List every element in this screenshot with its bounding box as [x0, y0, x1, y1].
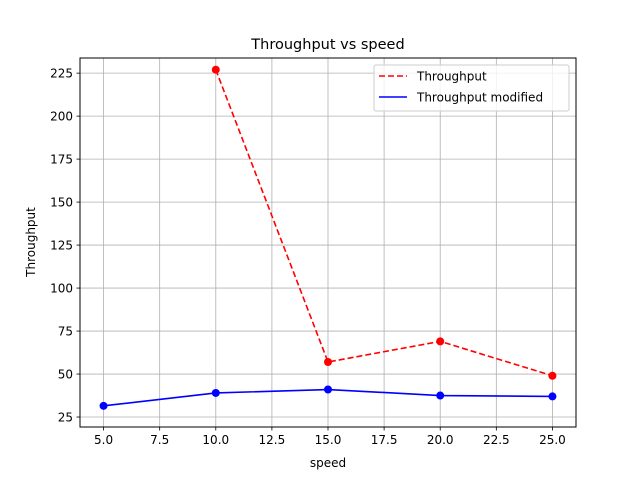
series-layer: [99, 65, 557, 410]
x-tick-label: 15.0: [315, 433, 342, 447]
y-tick-label: 175: [50, 152, 73, 166]
data-point-throughput: [324, 358, 332, 367]
data-point-throughput: [436, 337, 445, 346]
y-tick-label: 225: [50, 66, 73, 80]
data-point-throughput: [548, 371, 557, 380]
y-axis-ticks: 25 50 75 100 125 150 175 200 225: [50, 66, 80, 424]
data-point-throughput-modified: [99, 401, 108, 410]
legend: Throughput Throughput modified: [373, 64, 570, 112]
y-axis-label: Throughput: [24, 207, 38, 278]
x-tick-label: 7.5: [150, 433, 169, 447]
y-tick-label: 125: [50, 238, 73, 252]
y-tick-label: 200: [50, 109, 73, 123]
legend-label-throughput: Throughput: [416, 70, 487, 84]
y-tick-label: 50: [58, 367, 73, 381]
x-tick-label: 22.5: [483, 433, 510, 447]
legend-label-throughput-modified: Throughput modified: [416, 91, 543, 105]
data-point-throughput-modified: [436, 391, 445, 400]
data-point-throughput: [211, 65, 220, 74]
y-tick-label: 25: [58, 410, 73, 424]
y-tick-label: 75: [58, 324, 73, 338]
y-tick-label: 150: [50, 195, 73, 209]
x-tick-label: 10.0: [202, 433, 229, 447]
x-tick-label: 20.0: [427, 433, 454, 447]
series-line-throughput: [215, 69, 553, 377]
y-tick-label: 100: [50, 281, 73, 295]
legend-box: [373, 64, 570, 112]
grid: [80, 58, 576, 427]
x-tick-label: 17.5: [371, 433, 398, 447]
x-tick-label: 12.5: [259, 433, 286, 447]
chart-title: Throughput vs speed: [250, 37, 404, 53]
data-point-throughput-modified: [548, 392, 557, 401]
x-tick-label: 5.0: [94, 433, 113, 447]
x-axis-ticks: 5.0 7.5 10.0 12.5 15.0 17.5 20.0 22.5 25.0: [94, 427, 566, 447]
data-point-throughput-modified: [324, 385, 332, 394]
x-axis-label: speed: [310, 456, 346, 470]
x-tick-label: 25.0: [539, 433, 566, 447]
data-point-throughput-modified: [211, 388, 220, 397]
